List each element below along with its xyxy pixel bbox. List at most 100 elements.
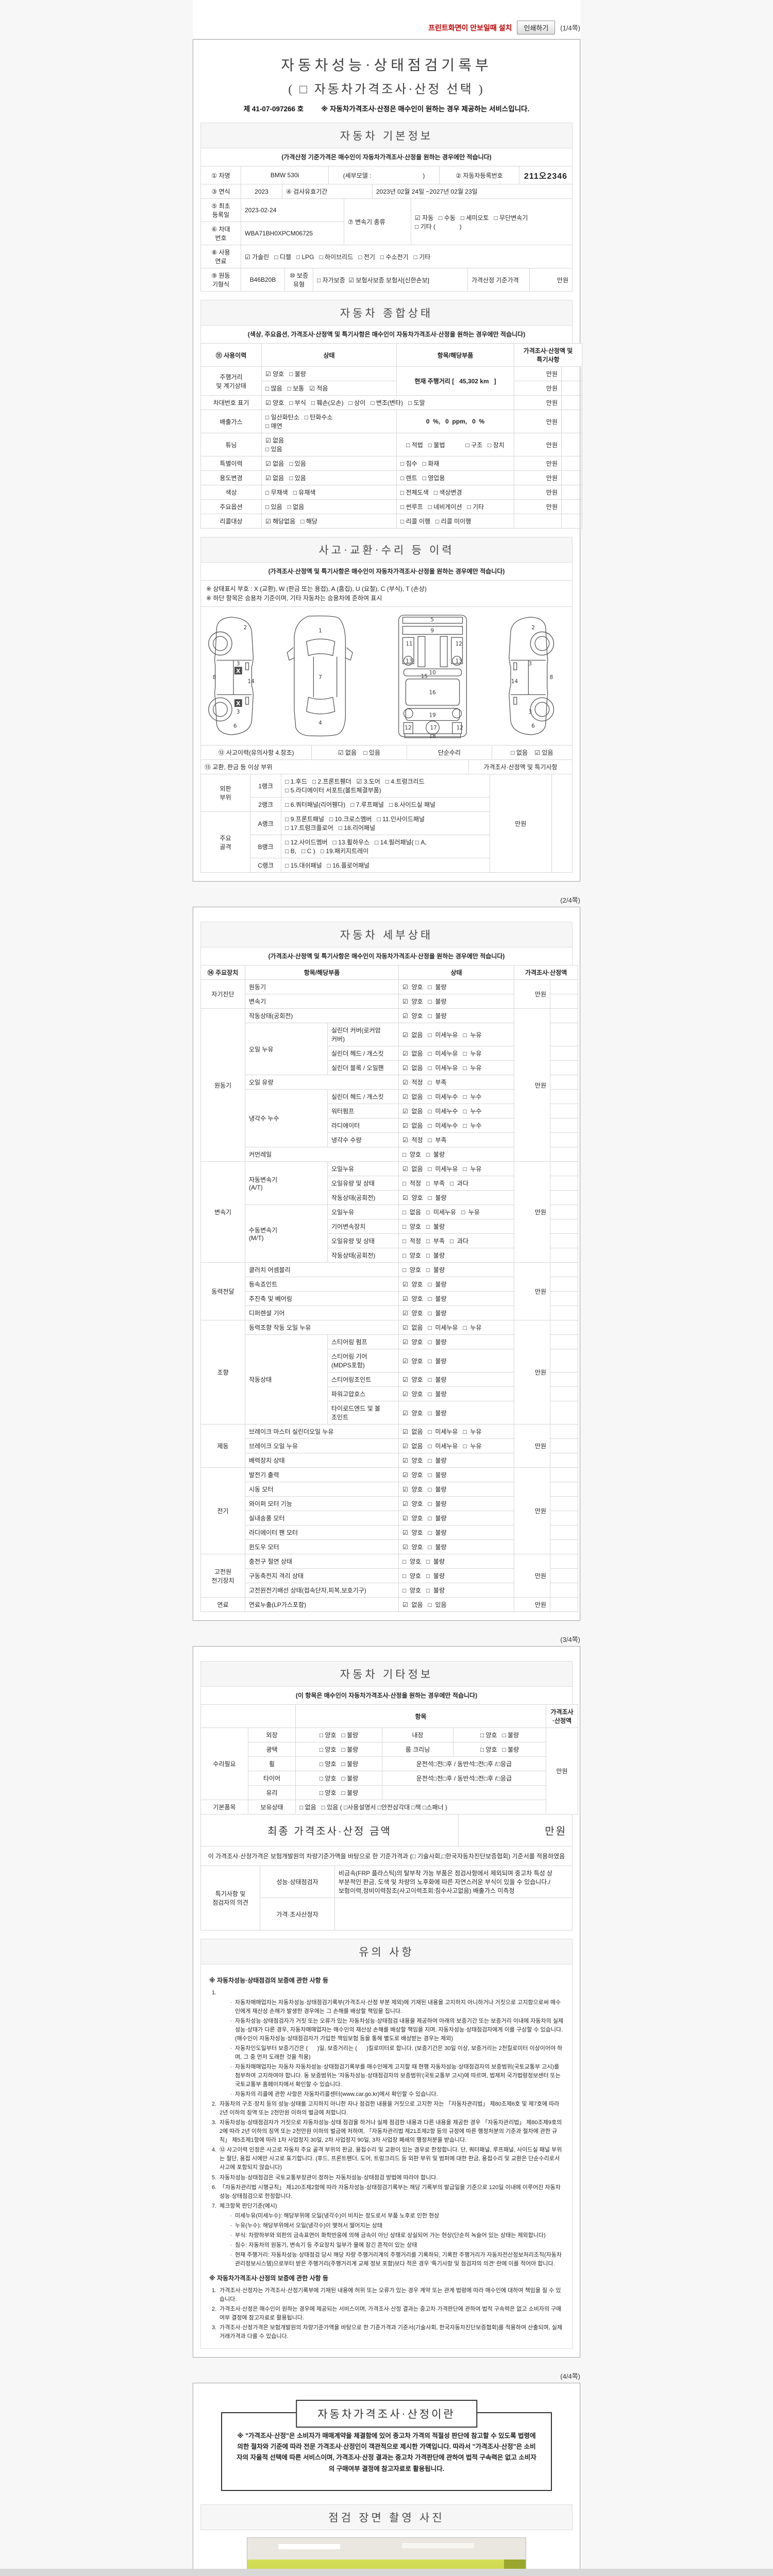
table-cell: 차대번호 표기 xyxy=(200,395,262,410)
table-cell: 휠 xyxy=(248,1756,296,1771)
table-cell: □ 12.사이드멤버 □ 13.휠하우스 □ 14.필러패널( □ A, □ B… xyxy=(281,835,490,858)
table-cell: 타이로드엔드 및 볼 조인트 xyxy=(327,1401,399,1425)
value-base-price: 만원 xyxy=(529,268,573,292)
value-reg-no: 211오2346 xyxy=(519,166,573,184)
table-cell: 주행거리 및 계기상태 xyxy=(200,366,262,396)
table-cell: 항목/해당부품 xyxy=(244,965,399,980)
table-cell xyxy=(550,1277,579,1292)
notice-item: 2. 가격조사·산정은 매수인이 원하는 경우에 제공되는 서비스이며, 가격조사… xyxy=(211,2306,562,2321)
table-cell: 만원 xyxy=(514,456,562,471)
table-cell: ☑ 없음 □ 미세누수 □ 누수 xyxy=(398,1118,515,1133)
table-cell: □ 양호 □ 불량 xyxy=(295,1785,382,1800)
table-cell: □ 양호 □ 불량 xyxy=(295,1756,382,1771)
page-marker-4: (4/4쪽) xyxy=(560,2372,580,2380)
section-accident-title: 사고·교환·수리 등 이력 xyxy=(200,537,573,563)
table-cell: ☑ 양호 □ 불량 xyxy=(398,1306,515,1320)
section-basic-info-note: (가격산정 기준가격은 매수인이 자동차가격조사·산정을 원하는 경우에만 적습… xyxy=(200,148,573,166)
notice-item: 6. 「자동차관리법 시행규칙」 제120조제2항에 따라 자동차성능·상태점검기… xyxy=(211,2184,562,2199)
table-cell xyxy=(550,1075,579,1090)
table-cell: □ 양호 □ 불량 xyxy=(398,1262,515,1277)
table-cell xyxy=(381,1785,547,1800)
table-cell xyxy=(550,1291,579,1306)
table-cell: 스티어링 기어(MDPS포함) xyxy=(327,1349,399,1372)
value-car-name: BMW 530i xyxy=(241,166,329,184)
table-cell: 작동상태(공회전) xyxy=(327,1190,399,1205)
label-vin: ⑥ 차대 번호 xyxy=(200,222,241,245)
table-cell: 만원 xyxy=(514,485,562,500)
table-cell: 항목 xyxy=(295,1704,547,1728)
value-vin: WBA71BH0XPCM06725 xyxy=(241,222,344,245)
table-cell xyxy=(550,1132,579,1147)
table-cell xyxy=(550,1349,579,1372)
table-cell xyxy=(550,979,579,994)
pricing-info-box: 자동차가격조사·산정이란 ※ "가격조사·산정"은 소비자가 매매계약을 체결함… xyxy=(221,2399,552,2491)
table-cell: C랭크 xyxy=(250,858,282,873)
table-cell: 주요 골격 xyxy=(200,811,251,873)
table-cell: 작동상태 xyxy=(245,1334,328,1425)
table-cell: 상태 xyxy=(261,343,397,367)
table-cell: 고전원 전기장치 xyxy=(200,1554,245,1598)
svg-text:12: 12 xyxy=(457,725,463,731)
svg-text:12: 12 xyxy=(456,641,462,647)
table-cell: 만원 xyxy=(514,366,562,381)
table-cell xyxy=(550,1320,579,1335)
notice-item: · 자동차인도일부터 보증기간은 ( )일, 보증거리는 ( )킬로미터로 합니다… xyxy=(230,2045,563,2060)
table-cell: 오일유량 및 상태 xyxy=(327,1233,399,1248)
page-marker-1: (1/4쪽) xyxy=(560,24,580,32)
table-cell: ☑ 양호 □ 불량 xyxy=(398,1334,515,1349)
table-cell: 스티어링조인트 xyxy=(327,1372,399,1387)
table-cell: 발전기 출력 xyxy=(244,1467,399,1482)
svg-text:X: X xyxy=(236,668,241,674)
table-cell: 가격조사·산정액 xyxy=(546,1704,579,1728)
basic-info-table-5: ⑨ 원동 기형식 B46B20B ⑩ 보증 유형 □ 자가보증 ☑ 보험사보증 보험사… xyxy=(200,268,573,292)
section-detail-title: 자동차 세부상태 xyxy=(200,922,573,947)
notice-block2-title: ※ 자동차가격조사·산정의 보증에 관한 사항 등 xyxy=(209,2275,329,2282)
table-cell: ☑ 적정 □ 부족 xyxy=(398,1075,515,1090)
notice-item: · 자동차성능·상태점검자가 거짓 또는 오류가 있는 자동차성능·상태점검 내용… xyxy=(230,2018,565,2042)
table-cell xyxy=(550,1386,579,1401)
basic-info-table-2: ③ 연식 2023 ④ 검사유효기간 2023년 02월 24일 ~2027년 02월… xyxy=(200,184,573,199)
table-cell: 워터펌프 xyxy=(327,1104,399,1118)
table-cell xyxy=(561,470,582,485)
table-cell: ☑ 적정 □ 부족 xyxy=(398,1132,515,1147)
table-cell: ☑ 없음 □ 미세누유 □ 누유 xyxy=(398,1060,515,1075)
table-cell: □ 일산화탄소 □ 탄화수소 □ 매연 xyxy=(261,410,397,433)
table-cell: 외장 xyxy=(248,1727,296,1742)
final-price-table: 최종 가격조사·산정 금액 만원 xyxy=(200,1814,573,1846)
table-cell: ☑ 없음 □ 미세누유 □ 누유 xyxy=(398,1438,515,1453)
table-cell: 특별이력 xyxy=(200,456,262,471)
table-cell: 현재 주행거리 [ 45,302 km ] xyxy=(396,366,514,396)
page-marker-2: (2/4쪽) xyxy=(560,896,580,904)
svg-text:4: 4 xyxy=(318,720,322,726)
section-summary-title: 자동차 종합상태 xyxy=(200,300,573,326)
table-cell: ☑ 양호 □ 불량 xyxy=(398,1386,515,1401)
table-cell xyxy=(550,1104,579,1118)
notice-item: 3. 자동차성능·상태점검자가 거짓으로 자동차성능·상태 점검을 하거나 실제 … xyxy=(211,2120,562,2144)
table-cell: 전기 xyxy=(200,1467,245,1554)
table-cell: □ 없음 ☑ 있음 xyxy=(492,745,573,760)
table-cell: 원동기 xyxy=(200,1008,245,1162)
table-cell xyxy=(551,774,573,873)
table-cell: 만원 xyxy=(489,774,552,873)
svg-text:17: 17 xyxy=(430,725,437,731)
table-cell xyxy=(550,1372,579,1387)
table-cell: 단순수리 xyxy=(407,745,492,760)
table-cell xyxy=(550,1424,579,1439)
svg-text:10: 10 xyxy=(429,670,436,676)
basis-note: 이 가격조사·산정가격은 보험개발원의 차량기준가액을 바탕으로 한 기준가격과… xyxy=(200,1846,573,1866)
table-cell: ☑ 양호 □ 불량 xyxy=(398,1291,515,1306)
value-sub-model: (세부모델 : ) xyxy=(328,166,440,184)
value-transmission: ☑ 자동 □ 수동 □ 세미오토 □ 무단변속기 □ 기타 ( ) xyxy=(411,198,573,245)
table-cell: 냉각수 수량 xyxy=(327,1132,399,1147)
print-button[interactable]: 인쇄하기 xyxy=(517,21,556,35)
table-cell xyxy=(561,395,582,410)
page-1: 자동차성능·상태점검기록부 ( □ 자동차가격조사·산정 선택 ) 제 41-0… xyxy=(193,39,582,882)
table-cell: □ 있음 □ 없음 xyxy=(261,499,397,514)
table-cell: ☑ 해당없음 □ 해당 xyxy=(261,514,397,529)
label-first-reg: ⑤ 최초 등록일 xyxy=(200,198,241,222)
table-cell xyxy=(550,1190,579,1205)
document-column: 프린트화면이 안보일때 설치 인쇄하기 (1/4쪽) 자동차성능·상태점검기록부… xyxy=(193,0,582,2576)
table-cell: □ 리콜 이행 □ 리콜 미이행 xyxy=(396,514,514,529)
table-cell: □ 렌트 □ 영업용 xyxy=(396,470,514,485)
table-cell: ☑ 없음 □ 미세누유 □ 누유 xyxy=(398,1046,515,1061)
